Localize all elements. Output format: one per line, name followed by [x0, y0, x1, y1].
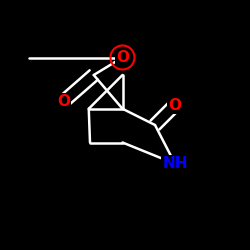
Text: O: O [57, 94, 70, 109]
Text: O: O [116, 50, 129, 65]
Text: O: O [168, 98, 181, 112]
Text: NH: NH [162, 156, 188, 171]
